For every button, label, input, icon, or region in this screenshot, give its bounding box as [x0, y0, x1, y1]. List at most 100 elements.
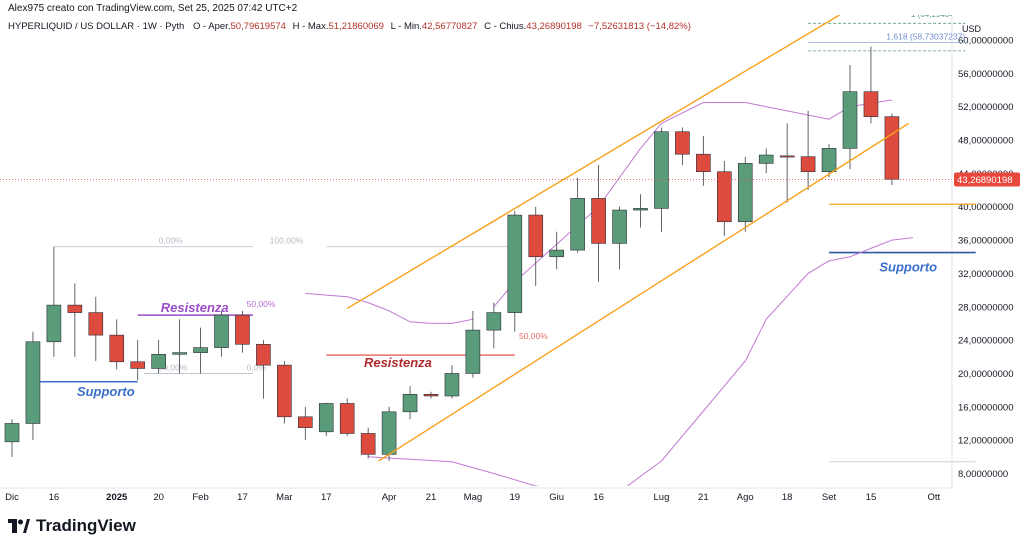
x-tick-label: 20	[153, 492, 164, 503]
x-tick-label: Apr	[382, 492, 397, 503]
candle-body-down	[109, 334, 125, 363]
candle-body-up	[46, 304, 62, 343]
x-tick-label: 16	[49, 492, 60, 503]
y-tick-label: 20,00000000	[958, 369, 1013, 380]
candle-body-up	[549, 249, 565, 258]
candle-body-down	[800, 156, 816, 173]
candle-body-up	[4, 423, 20, 443]
candle-body-down	[360, 433, 376, 455]
last-price-label: 43,26890198	[957, 175, 1012, 186]
change-value: −7,52631813 (−14,82%)	[588, 21, 691, 32]
x-tick-label: 16	[593, 492, 604, 503]
candle-body-down	[339, 403, 355, 434]
fib-level-label: 50,00%	[519, 331, 548, 341]
candle-body-down	[716, 171, 732, 223]
y-tick-label: 52,00000000	[958, 102, 1013, 113]
bollinger-mid-line	[305, 292, 473, 324]
candle-body-down	[130, 361, 145, 369]
low-value: 42,56770827	[421, 21, 478, 32]
chart-credit: Alex975 creato con TradingView.com, Set …	[8, 3, 298, 14]
y-tick-label: 56,00000000	[958, 69, 1013, 80]
candle-body-up	[758, 154, 774, 164]
x-tick-label: Dic	[5, 492, 19, 503]
candle-body-down	[863, 91, 879, 118]
fib-level-label: 100,00%	[270, 236, 304, 246]
symbol-label: HYPERLIQUID / US DOLLAR · 1W · Pyth	[8, 21, 185, 32]
fib-level-label: 0,0%	[247, 362, 267, 372]
y-tick-label: 40,00000000	[958, 202, 1013, 213]
high-label: H - Max.	[292, 21, 329, 32]
candle-body-down	[256, 343, 271, 366]
candle-body-down	[297, 416, 313, 428]
fib-top-label: 1,618 (58,73037237)	[886, 32, 965, 42]
candle-body-up	[381, 411, 397, 455]
x-tick-label: Ott	[927, 492, 940, 503]
candle-body-down	[528, 214, 544, 258]
x-tick-label: 18	[782, 492, 793, 503]
candle-body-up	[193, 347, 208, 353]
currency-label: USD	[962, 24, 982, 34]
candle-body-down	[779, 155, 795, 158]
candle-body-up	[25, 341, 41, 424]
candle-body-up	[654, 131, 669, 209]
channel-lower-line	[378, 122, 910, 462]
candle-body-up	[737, 163, 753, 223]
bollinger-lower-line	[368, 237, 913, 486]
x-tick-label: 15	[866, 492, 877, 503]
close-value: 43,26890198	[526, 21, 582, 32]
fib-top-partial-label: 1 (64,1948421)	[911, 10, 966, 19]
brand-name: TradingView	[36, 516, 136, 535]
candle-body-up	[507, 214, 523, 313]
x-tick-label: Mag	[464, 492, 482, 503]
candle-body-up	[318, 403, 334, 433]
x-tick-label: Mar	[276, 492, 292, 503]
candle-body-up	[612, 209, 627, 244]
candle-body-up	[214, 314, 229, 348]
open-value: 50,79619574	[230, 21, 286, 32]
x-tick-label: Set	[822, 492, 837, 503]
x-tick-label: 19	[510, 492, 521, 503]
candle-body-up	[570, 198, 585, 251]
candle-body-down	[884, 116, 900, 180]
x-tick-label: 17	[237, 492, 248, 503]
open-label: O - Aper.	[192, 21, 231, 32]
candle-body-down	[235, 314, 250, 345]
resistance-label-left: Resistenza	[161, 300, 229, 315]
support-label-right: Supporto	[879, 260, 937, 275]
x-tick-label: Ago	[737, 492, 754, 503]
y-tick-label: 16,00000000	[958, 402, 1013, 413]
candle-body-down	[675, 131, 690, 155]
candle-body-down	[591, 198, 606, 244]
candle-body-up	[151, 353, 166, 369]
close-label: C - Chius.	[484, 21, 527, 32]
candle-body-up	[402, 394, 418, 413]
y-tick-label: 28,00000000	[958, 302, 1013, 313]
candle-body-up	[821, 148, 837, 173]
y-tick-label: 24,00000000	[958, 336, 1013, 347]
candle-body-up	[465, 329, 481, 374]
y-tick-label: 48,00000000	[958, 136, 1013, 147]
candle-body-down	[67, 304, 83, 313]
x-tick-label: 21	[426, 492, 437, 503]
tradingview-brand: TradingView	[8, 516, 136, 536]
candle-body-down	[88, 312, 104, 336]
bollinger-upper-line	[493, 99, 892, 308]
resistance-label-right: Resistenza	[364, 355, 432, 370]
x-tick-label: Feb	[192, 492, 208, 503]
high-value: 51,21860069	[328, 21, 384, 32]
y-tick-label: 36,00000000	[958, 236, 1013, 247]
low-label: L - Min.	[390, 21, 422, 32]
x-tick-label: Lug	[654, 492, 670, 503]
ohlc-legend: HYPERLIQUID / US DOLLAR · 1W · Pyth O - …	[8, 21, 691, 32]
fib-level-label: 0,00%	[159, 236, 184, 246]
x-tick-label: Giu	[549, 492, 564, 503]
channel-upper-line	[346, 15, 840, 310]
tradingview-logo-icon	[8, 519, 30, 533]
x-tick-label: 17	[321, 492, 332, 503]
fib-level-label: 50,00%	[247, 299, 276, 309]
candle-body-up	[633, 208, 648, 211]
y-tick-label: 60,00000000	[958, 36, 1013, 47]
candle-body-down	[277, 364, 292, 418]
x-tick-label: 2025	[106, 492, 128, 503]
